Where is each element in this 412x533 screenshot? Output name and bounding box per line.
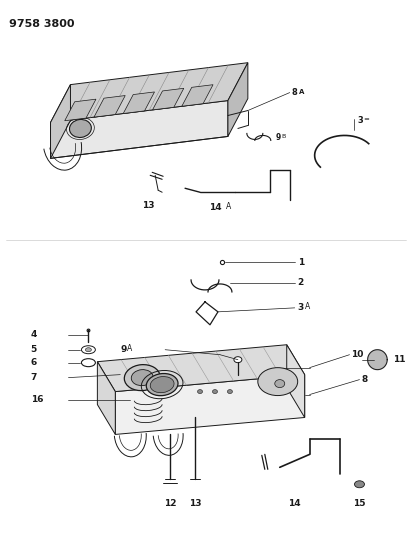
Polygon shape <box>65 99 96 121</box>
Text: A: A <box>304 302 310 311</box>
Text: =: = <box>363 117 369 123</box>
Text: 14: 14 <box>288 499 301 508</box>
Ellipse shape <box>227 390 232 393</box>
Text: 6: 6 <box>30 358 37 367</box>
Ellipse shape <box>150 376 174 393</box>
Ellipse shape <box>275 379 285 387</box>
Polygon shape <box>152 88 184 110</box>
Text: 12: 12 <box>164 499 176 508</box>
Text: 15: 15 <box>353 499 366 508</box>
Polygon shape <box>97 362 115 434</box>
Text: 13: 13 <box>189 499 201 508</box>
Ellipse shape <box>70 119 91 138</box>
Polygon shape <box>123 92 154 114</box>
Ellipse shape <box>124 365 160 391</box>
Text: 4: 4 <box>30 330 37 340</box>
Polygon shape <box>228 63 248 136</box>
Text: 10: 10 <box>351 350 364 359</box>
Ellipse shape <box>234 357 242 362</box>
Polygon shape <box>51 63 248 123</box>
Ellipse shape <box>197 390 203 393</box>
Text: A: A <box>299 88 304 94</box>
Polygon shape <box>115 375 304 434</box>
Text: 16: 16 <box>30 395 43 404</box>
Text: 13: 13 <box>142 201 154 209</box>
Text: 3: 3 <box>358 116 363 125</box>
Text: 1: 1 <box>298 257 304 266</box>
Polygon shape <box>368 350 387 370</box>
Ellipse shape <box>146 374 178 395</box>
Text: A: A <box>127 344 133 353</box>
Text: 9758 3800: 9758 3800 <box>9 19 74 29</box>
Text: 5: 5 <box>30 345 37 354</box>
Text: 7: 7 <box>30 373 37 382</box>
Ellipse shape <box>258 368 298 395</box>
Text: 2: 2 <box>298 278 304 287</box>
Text: 8: 8 <box>361 375 368 384</box>
Ellipse shape <box>85 348 91 352</box>
Text: 14: 14 <box>208 203 221 212</box>
Text: 9: 9 <box>276 133 281 142</box>
Ellipse shape <box>354 481 365 488</box>
Text: 9: 9 <box>120 345 126 354</box>
Text: B: B <box>282 134 286 139</box>
Text: 8: 8 <box>292 88 297 97</box>
Ellipse shape <box>213 390 218 393</box>
Polygon shape <box>51 85 70 158</box>
Ellipse shape <box>131 369 153 385</box>
Text: 3: 3 <box>298 303 304 312</box>
Ellipse shape <box>82 346 95 354</box>
Polygon shape <box>97 345 304 392</box>
Polygon shape <box>287 345 304 417</box>
Text: 11: 11 <box>393 355 406 364</box>
Polygon shape <box>182 85 213 106</box>
Text: A: A <box>226 201 231 211</box>
Polygon shape <box>51 101 228 158</box>
Polygon shape <box>94 95 125 117</box>
